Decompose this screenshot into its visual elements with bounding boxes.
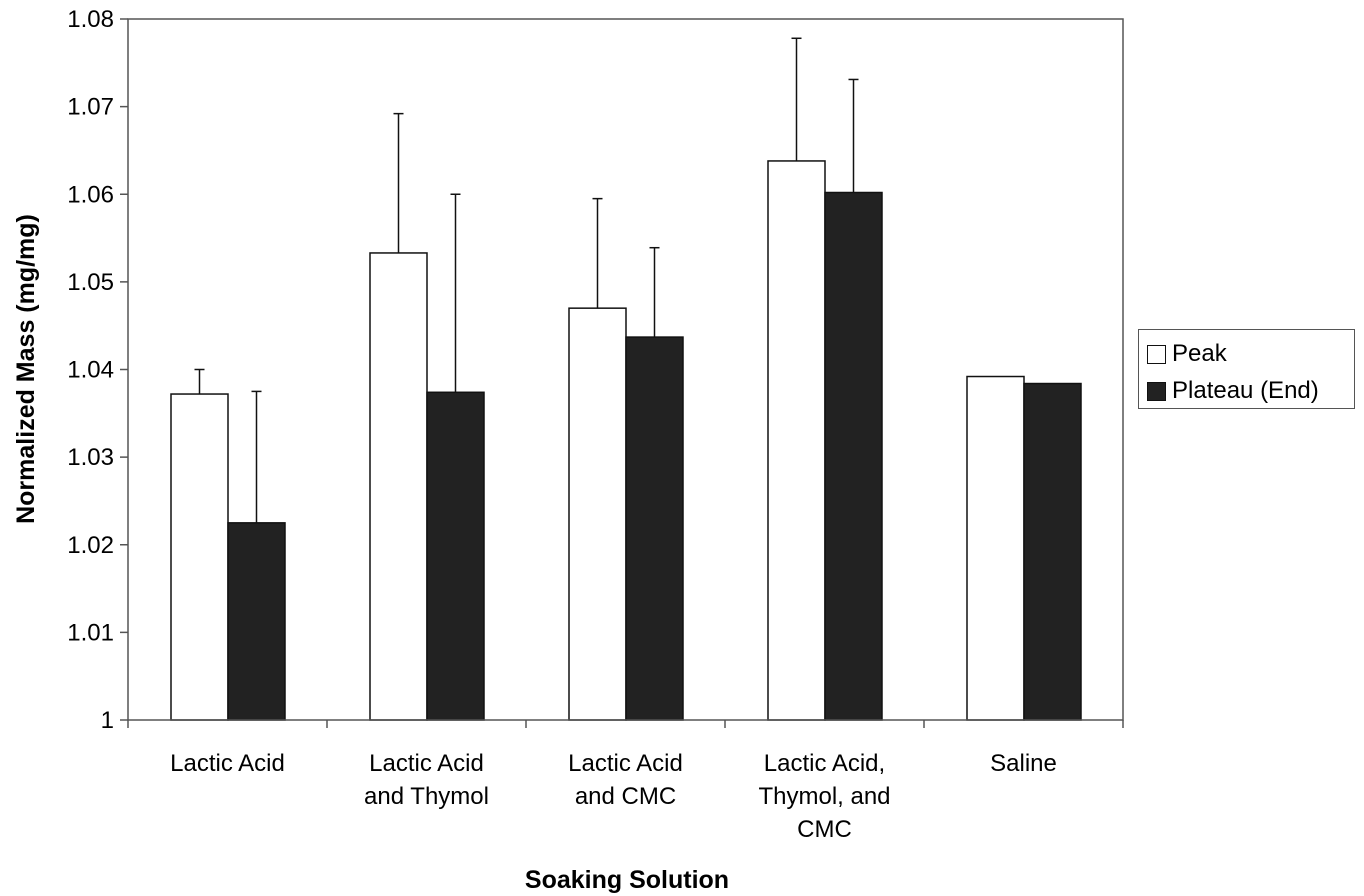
x-category-label: Lactic Acid,: [764, 750, 885, 777]
y-tick-label: 1.03: [67, 444, 114, 471]
plot-area-frame: [127, 18, 1124, 721]
bar-plateau: [625, 336, 684, 721]
x-category-label: and Thymol: [364, 783, 489, 810]
x-category-label: Lactic Acid: [170, 750, 285, 777]
x-axis-ticks: [127, 720, 1124, 728]
x-axis-category-labels: Lactic Acid Lactic Acid and Thymol Lactic A…: [170, 750, 1057, 843]
bar-peak: [369, 252, 428, 721]
y-axis-ticks: [120, 18, 128, 721]
legend-swatch-peak: [1147, 344, 1166, 364]
y-tick-label: 1: [101, 707, 114, 734]
legend: Peak Plateau (End): [1138, 329, 1355, 409]
error-bars: [194, 37, 859, 523]
bar-peak: [568, 307, 627, 721]
legend-item-plateau: Plateau (End): [1147, 377, 1319, 405]
bar-plateau: [227, 522, 286, 721]
y-tick-label: 1.04: [67, 357, 114, 384]
legend-label-peak: Peak: [1172, 340, 1227, 367]
y-tick-label: 1.02: [67, 532, 114, 559]
bar-peak: [170, 393, 229, 721]
x-category-label: Thymol, and: [758, 783, 890, 810]
bar-peak: [767, 160, 826, 721]
bar-plateau: [824, 191, 883, 721]
bars: [170, 160, 1082, 721]
y-tick-label: 1.08: [67, 6, 114, 33]
y-tick-label: 1.01: [67, 619, 114, 646]
x-category-label: and CMC: [575, 783, 676, 810]
x-category-label: Saline: [990, 750, 1057, 777]
legend-label-plateau: Plateau (End): [1172, 377, 1319, 404]
bar-plateau: [1023, 382, 1082, 721]
legend-swatch-plateau: [1147, 381, 1166, 401]
y-tick-label: 1.07: [67, 94, 114, 121]
bar-plateau: [426, 391, 485, 721]
y-tick-label: 1.06: [67, 181, 114, 208]
y-axis-tick-labels: 1 1.01 1.02 1.03 1.04 1.05 1.06 1.07 1.08: [67, 6, 114, 734]
x-category-label: Lactic Acid: [568, 750, 683, 777]
legend-item-peak: Peak: [1147, 340, 1227, 368]
y-axis-title: Normalized Mass (mg/mg): [12, 214, 40, 524]
x-category-label: CMC: [797, 816, 852, 843]
y-tick-label: 1.05: [67, 269, 114, 296]
x-category-label: Lactic Acid: [369, 750, 484, 777]
x-axis-title: Soaking Solution: [525, 866, 729, 894]
bar-peak: [966, 375, 1025, 721]
